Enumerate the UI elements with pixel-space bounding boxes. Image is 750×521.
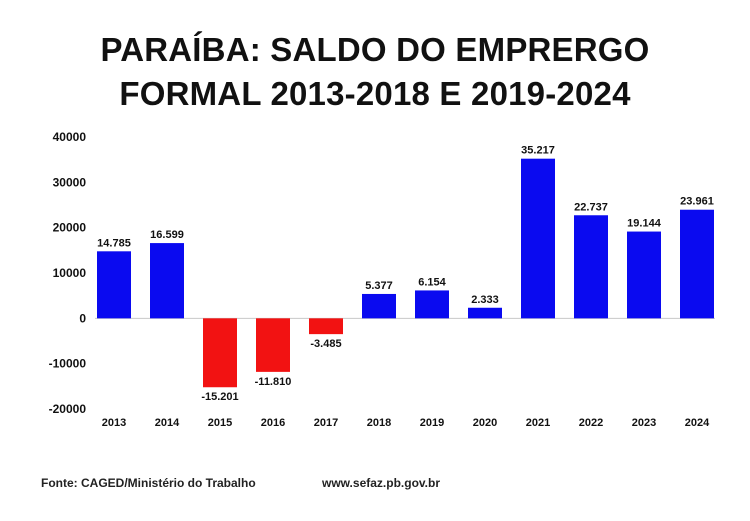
bar-2019 [415,290,449,319]
bar-2020 [468,307,502,319]
bar-2021 [521,158,555,319]
data-label-2013: 14.785 [97,237,131,249]
x-tick-label-2014: 2014 [155,417,180,429]
bar-2022 [574,215,608,319]
data-label-2023: 19.144 [627,218,662,230]
chart-title: PARAÍBA: SALDO DO EMPRERGO FORMAL 2013-2… [0,28,750,116]
data-label-2017: -3.485 [310,338,341,350]
data-label-2015: -15.201 [201,391,238,403]
data-label-2024: 23.961 [680,196,714,208]
y-tick-label: -20000 [49,402,87,416]
y-tick-label: -10000 [49,357,87,371]
x-tick-label-2019: 2019 [420,417,444,429]
x-tick-label-2020: 2020 [473,417,497,429]
y-tick-label: 30000 [53,175,87,189]
x-tick-label-2018: 2018 [367,417,391,429]
bar-2016 [256,318,290,372]
x-tick-label-2016: 2016 [261,417,285,429]
website-link[interactable]: www.sefaz.pb.gov.br [322,476,441,490]
bar-2018 [362,293,396,319]
data-label-2018: 5.377 [365,280,393,292]
data-label-2014: 16.599 [150,229,184,241]
data-label-2020: 2.333 [471,294,499,306]
x-tick-label-2017: 2017 [314,417,338,429]
bar-2023 [627,231,661,319]
x-tick-label-2021: 2021 [526,417,550,429]
x-tick-label-2013: 2013 [102,417,126,429]
chart-title-line-2: FORMAL 2013-2018 E 2019-2024 [119,75,631,112]
bar-2014 [150,243,184,319]
data-label-2016: -11.810 [255,376,292,388]
x-tick-label-2015: 2015 [208,417,232,429]
source-note: Fonte: CAGED/Ministério do Trabalho [41,476,256,490]
x-tick-label-2022: 2022 [579,417,603,429]
data-label-2021: 35.217 [521,145,555,157]
bar-2017 [309,318,343,335]
y-tick-label: 40000 [53,130,87,144]
y-tick-label: 0 [79,311,86,325]
data-label-2022: 22.737 [574,201,608,213]
x-tick-label-2023: 2023 [632,417,656,429]
bar-2013 [97,251,131,319]
bar-2015 [203,318,237,388]
data-label-2019: 6.154 [418,276,446,288]
y-tick-label: 10000 [53,266,87,280]
x-tick-label-2024: 2024 [685,417,710,429]
y-tick-label: 20000 [53,221,87,235]
bar-2024 [680,209,714,319]
chart-title-line-1: PARAÍBA: SALDO DO EMPRERGO [100,31,650,68]
